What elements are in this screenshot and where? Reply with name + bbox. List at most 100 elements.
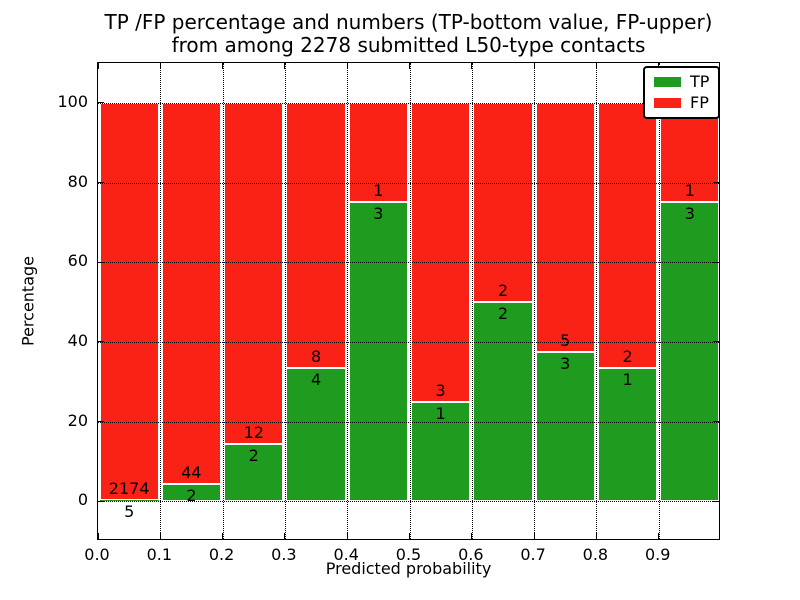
legend-swatch-tp-icon (654, 77, 681, 87)
x-tick-label: 0.9 (644, 545, 671, 564)
x-tick-top (222, 63, 224, 69)
x-tick-label: 0.2 (208, 545, 235, 564)
horizontal-gridline (98, 421, 719, 423)
bar-tp-segment (660, 202, 720, 502)
y-tick-left (98, 182, 104, 183)
x-tick-top (97, 63, 99, 69)
chart-title-line1: TP /FP percentage and numbers (TP-bottom… (104, 10, 713, 34)
x-tick-top (533, 63, 535, 69)
vertical-gridline (347, 63, 349, 539)
x-tick-label: 0.5 (395, 545, 422, 564)
plot-area: 2174 5 44 2 12 2 8 4 1 3 3 1 2 2 5 3 2 1 1 3 (97, 62, 720, 540)
tp-count-label: 1 (435, 403, 446, 423)
vertical-gridline (284, 63, 286, 539)
y-tick-right (713, 421, 719, 422)
y-tick-left (98, 500, 104, 502)
x-tick-label: 0.1 (146, 545, 173, 564)
x-tick-top (409, 63, 410, 69)
horizontal-gridline (98, 182, 719, 184)
bar-tp-segment (535, 351, 595, 502)
fp-count-label: 8 (310, 347, 322, 367)
y-tick-right (713, 182, 719, 183)
x-tick-label: 0.4 (333, 545, 359, 564)
horizontal-gridline (98, 262, 719, 264)
horizontal-gridline (98, 501, 719, 503)
fp-count-label: 2 (622, 347, 633, 367)
x-tick-label: 0.0 (84, 545, 110, 564)
y-tick-left (98, 261, 104, 263)
bar-fp-segment (348, 102, 408, 203)
fp-count-label: 12 (243, 423, 264, 443)
legend-entry-tp: TP (654, 74, 709, 90)
bar-fp-segment (473, 102, 533, 302)
horizontal-gridline (98, 102, 719, 104)
tp-count-label: 2 (186, 485, 197, 505)
tp-count-label: 4 (310, 370, 322, 390)
tp-count-label: 5 (124, 502, 135, 522)
y-tick-label: 100 (57, 91, 88, 111)
legend-entry-fp: FP (654, 95, 709, 111)
y-tick-label: 40 (67, 330, 88, 350)
vertical-gridline (596, 63, 598, 539)
x-tick-label: 0.6 (458, 545, 484, 564)
y-tick-left (98, 102, 104, 104)
legend-label-fp: FP (690, 93, 709, 112)
x-tick-label: 0.3 (271, 545, 297, 564)
bar-fp-segment (286, 102, 346, 369)
legend-swatch-fp-icon (654, 98, 681, 108)
x-tick-top (471, 63, 473, 69)
y-tick-label: 60 (67, 251, 88, 271)
vertical-gridline (658, 63, 660, 539)
x-tick-bottom (284, 533, 286, 539)
horizontal-gridline (98, 341, 719, 343)
bar-tp-segment (224, 444, 284, 502)
x-tick-bottom (346, 533, 348, 539)
x-tick-top (595, 63, 597, 69)
y-axis-label: Percentage (18, 256, 38, 347)
x-tick-label: 0.7 (520, 545, 546, 564)
fp-count-label: 3 (435, 380, 446, 400)
vertical-gridline (160, 63, 162, 539)
fp-count-label: 1 (684, 181, 695, 201)
fp-count-label: 2174 (108, 479, 150, 499)
tp-count-label: 1 (622, 370, 633, 390)
vertical-gridline (471, 63, 473, 539)
x-tick-bottom (409, 533, 410, 539)
x-tick-bottom (97, 533, 99, 539)
bar-fp-segment (597, 102, 658, 369)
y-tick-right (713, 500, 719, 502)
bar-tp-segment (411, 401, 471, 502)
fp-count-label: 5 (560, 330, 571, 350)
y-tick-label: 0 (77, 490, 88, 510)
bar-fp-segment (161, 102, 222, 484)
x-tick-top (159, 63, 161, 69)
x-axis-label: Predicted probability (325, 559, 492, 578)
fp-count-label: 44 (181, 462, 202, 482)
x-tick-top (346, 63, 348, 69)
bar-fp-segment (535, 102, 595, 352)
tp-count-label: 2 (248, 446, 259, 466)
y-tick-left (98, 341, 104, 343)
bar-tp-segment (473, 302, 533, 502)
fp-count-label: 1 (373, 181, 384, 201)
y-tick-label: 80 (67, 171, 88, 191)
bar-fp-segment (99, 102, 159, 501)
x-tick-bottom (533, 533, 535, 539)
y-tick-right (713, 261, 719, 263)
y-tick-label: 20 (67, 410, 88, 430)
legend-label-tp: TP (690, 72, 710, 91)
y-tick-right (713, 341, 719, 343)
bar-tp-segment (99, 500, 159, 502)
fp-count-label: 2 (497, 281, 509, 300)
x-tick-bottom (471, 533, 473, 539)
bar-tp-segment (161, 483, 222, 502)
chart-title: TP /FP percentage and numbers (TP-bottom… (97, 11, 720, 57)
bar-tp-segment (597, 368, 658, 502)
x-tick-bottom (595, 533, 597, 539)
vertical-gridline (409, 63, 411, 539)
chart-title-line2: from among 2278 submitted L50-type conta… (171, 33, 646, 57)
tp-count-label: 3 (373, 204, 384, 224)
bar-fp-segment (224, 102, 284, 445)
x-tick-bottom (222, 533, 224, 539)
